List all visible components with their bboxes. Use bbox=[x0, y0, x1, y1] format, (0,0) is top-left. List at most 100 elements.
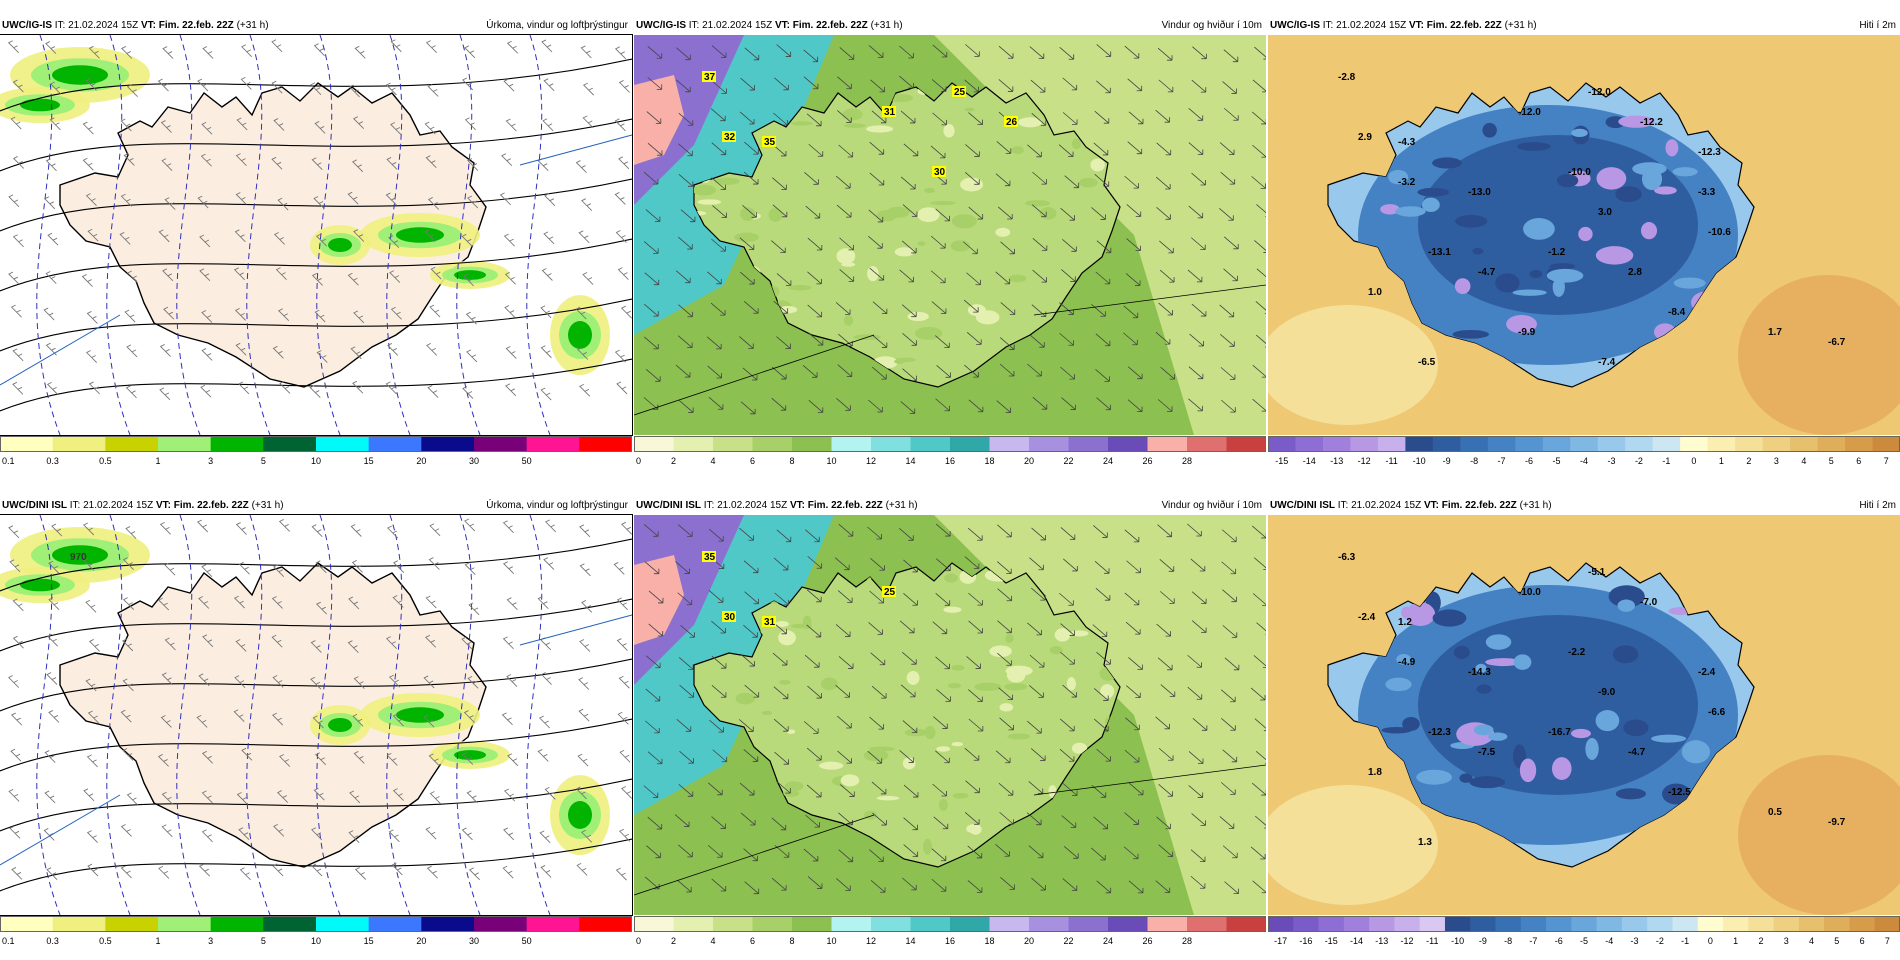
wind-barb bbox=[126, 344, 138, 358]
wind-arrow bbox=[805, 814, 820, 828]
wind-barb bbox=[582, 82, 595, 96]
wind-barb bbox=[120, 824, 132, 837]
wind-arrow bbox=[1223, 107, 1239, 121]
map-value-label: 31 bbox=[764, 617, 776, 628]
wind-arrow bbox=[740, 812, 756, 826]
wind-arrow bbox=[1062, 783, 1078, 796]
temperature-area bbox=[1459, 773, 1473, 783]
init-time: 21.02.2024 15Z bbox=[1351, 500, 1422, 511]
wind-barb bbox=[164, 637, 176, 651]
wind-barb bbox=[88, 45, 100, 59]
wind-barb bbox=[122, 678, 134, 692]
temperature-area bbox=[1513, 654, 1532, 670]
temperature-area bbox=[1654, 186, 1677, 195]
wind-arrow bbox=[739, 336, 754, 349]
wind-arrow bbox=[968, 206, 984, 220]
terrain-wind-patch bbox=[1079, 177, 1098, 188]
wind-arrow bbox=[1255, 750, 1266, 764]
wind-barb bbox=[310, 640, 322, 653]
map-svg: -2.8 2.9 -4.3 -12.0 -12.0 -12.2 -10.0 -3.3 -3.2 -… bbox=[1268, 35, 1900, 435]
wind-arrow bbox=[1096, 651, 1111, 665]
wind-arrow bbox=[1062, 684, 1077, 698]
wind-arrow bbox=[712, 205, 727, 219]
wind-barb bbox=[126, 270, 139, 284]
terrain-wind-patch bbox=[989, 645, 1012, 658]
wind-barb bbox=[430, 266, 442, 280]
color-scale-swatch bbox=[1798, 916, 1825, 932]
wind-arrow bbox=[710, 302, 726, 316]
wind-arrow bbox=[647, 142, 663, 156]
map-value-label: 1.7 bbox=[1768, 327, 1782, 338]
wind-barb bbox=[423, 714, 435, 728]
wind-arrow bbox=[807, 685, 822, 699]
wind-arrow bbox=[1031, 113, 1047, 126]
wind-arrow bbox=[1095, 587, 1111, 601]
map-value-label: 1.2 bbox=[1398, 617, 1412, 628]
color-scale-swatch bbox=[989, 436, 1030, 452]
lead-time: (+31 h) bbox=[236, 20, 269, 31]
wind-arrow bbox=[1058, 144, 1074, 158]
wind-arrow bbox=[869, 849, 884, 862]
wind-barb bbox=[273, 118, 285, 131]
model-label: UWC/DINI ISL bbox=[636, 500, 701, 511]
wind-arrow bbox=[771, 366, 787, 380]
wind-arrow bbox=[743, 171, 759, 185]
wind-arrow bbox=[935, 656, 950, 670]
lead-time: (+31 h) bbox=[870, 20, 903, 31]
gust-label-box bbox=[702, 71, 716, 82]
terrain-wind-patch bbox=[1100, 684, 1115, 699]
terrain-wind-patch bbox=[790, 121, 813, 126]
wind-arrow bbox=[646, 845, 661, 859]
color-scale-swatch bbox=[1318, 916, 1345, 932]
wind-barb bbox=[503, 827, 515, 841]
wind-arrow bbox=[675, 79, 691, 93]
wind-arrow bbox=[804, 529, 820, 543]
temperature-area bbox=[1571, 728, 1591, 739]
wind-arrow bbox=[647, 77, 663, 90]
temperature-area bbox=[1673, 277, 1706, 289]
wind-arrow bbox=[1191, 79, 1207, 93]
temperature-area bbox=[1454, 278, 1471, 295]
map-value-label: -4.9 bbox=[1398, 657, 1416, 668]
wind-arrow bbox=[1190, 849, 1206, 863]
wind-arrow bbox=[1253, 557, 1266, 571]
temperature-area bbox=[1615, 186, 1642, 203]
wind-barb bbox=[466, 349, 478, 363]
precip-area bbox=[20, 578, 60, 592]
wind-barb bbox=[427, 197, 440, 210]
color-scale: 0.1 0.3 0.5 1 3 5 10 15 20 30 50 bbox=[0, 916, 632, 956]
temperature-area bbox=[1738, 755, 1900, 915]
wind-barb bbox=[161, 824, 173, 838]
wind-arrow bbox=[965, 780, 980, 794]
color-scale-swatch bbox=[1487, 436, 1516, 452]
wind-arrow bbox=[1155, 109, 1171, 123]
wind-arrow bbox=[743, 848, 758, 862]
wind-barb bbox=[387, 525, 399, 539]
wind-arrow bbox=[1027, 363, 1042, 377]
wind-barb bbox=[279, 754, 291, 767]
temperature-area bbox=[1452, 329, 1490, 339]
wind-arrow bbox=[1059, 748, 1075, 762]
wind-barb bbox=[86, 754, 98, 768]
precip-area bbox=[568, 321, 592, 349]
wind-arrow bbox=[743, 300, 759, 314]
wind-arrow bbox=[930, 270, 946, 284]
wind-barb bbox=[621, 521, 632, 535]
wind-arrow bbox=[679, 684, 695, 698]
wind-barb bbox=[347, 191, 359, 205]
wind-barb bbox=[499, 192, 511, 206]
wind-barb bbox=[615, 867, 627, 881]
wind-arrow bbox=[1094, 174, 1110, 187]
color-scale-label: 26 bbox=[1142, 456, 1152, 466]
color-scale-label: -6 bbox=[1555, 936, 1563, 946]
wind-arrow bbox=[1124, 45, 1140, 59]
wind-barb bbox=[538, 715, 551, 729]
color-scale-swatch bbox=[1680, 436, 1709, 452]
wind-barb bbox=[234, 307, 246, 321]
wind-barb bbox=[503, 78, 515, 92]
terrain-wind-patch bbox=[906, 670, 920, 685]
wind-barb bbox=[464, 117, 476, 131]
graticule-line bbox=[634, 334, 875, 416]
wind-barb bbox=[201, 829, 213, 843]
wind-arrow bbox=[805, 205, 821, 219]
